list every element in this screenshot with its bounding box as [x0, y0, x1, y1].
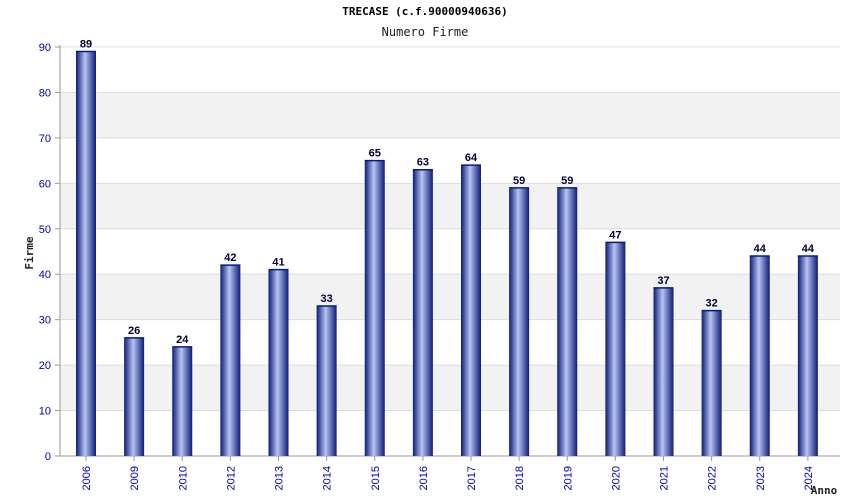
bar [172, 346, 193, 456]
y-tick-label: 70 [39, 133, 51, 145]
x-axis-label: Anno [811, 484, 838, 497]
x-tick-label: 2010 [177, 466, 189, 490]
data-label: 37 [657, 275, 669, 287]
x-tick-label: 2012 [225, 466, 237, 490]
data-label: 47 [609, 229, 621, 241]
y-axis-label: Firme [23, 236, 36, 269]
data-label: 59 [513, 175, 525, 187]
x-tick-label: 2014 [322, 466, 334, 490]
data-label: 64 [465, 152, 478, 164]
data-label: 26 [128, 325, 140, 337]
data-label: 65 [369, 148, 381, 160]
bar [461, 165, 481, 456]
x-tick-label: 2019 [562, 466, 574, 490]
x-tick-label: 2015 [370, 466, 382, 490]
y-tick-label: 50 [39, 224, 51, 236]
bar [76, 51, 96, 457]
x-tick-label: 2018 [514, 466, 526, 490]
bar [509, 187, 530, 456]
x-tick-label: 2013 [274, 466, 286, 490]
bar [557, 187, 578, 456]
x-tick-label: 2022 [707, 466, 719, 490]
x-tick-label: 2017 [466, 466, 478, 490]
data-label: 44 [802, 243, 815, 255]
x-tick-label: 2024 [803, 466, 815, 490]
x-tick-label: 2006 [81, 466, 93, 490]
y-tick-label: 40 [39, 269, 51, 281]
bar [701, 310, 722, 456]
data-label: 24 [176, 334, 189, 346]
y-tick-label: 80 [39, 87, 51, 99]
data-labels: 89 26 24 42 41 33 65 63 64 59 59 47 37 32 44 44 [80, 39, 815, 346]
y-tick-label: 30 [39, 315, 51, 327]
data-label: 89 [80, 39, 92, 51]
data-label: 44 [754, 243, 767, 255]
x-tick-label: 2016 [418, 466, 430, 490]
bar [605, 242, 626, 456]
y-tick-label: 0 [45, 451, 51, 463]
bar [220, 265, 241, 456]
bar [797, 256, 818, 456]
data-label: 59 [561, 175, 573, 187]
x-tick-label: 2021 [659, 466, 671, 490]
bar [412, 169, 433, 456]
x-tick-label: 2023 [755, 466, 767, 490]
data-label: 41 [272, 257, 284, 269]
data-label: 32 [706, 298, 718, 310]
grid-band [60, 274, 840, 320]
y-tick-label: 20 [39, 360, 51, 372]
x-tick-label: 2009 [129, 466, 141, 490]
bar [749, 256, 770, 456]
x-ticks: 2006 2009 2010 2012 2013 2014 2015 2016 2017 2018… [81, 456, 815, 490]
x-tick-label: 2020 [610, 466, 622, 490]
bar [364, 160, 385, 456]
bar [316, 306, 337, 456]
bar [653, 287, 674, 456]
bars [76, 50, 818, 457]
chart-subtitle: Numero Firme [381, 25, 469, 39]
data-label: 42 [224, 252, 236, 264]
y-tick-label: 60 [39, 178, 51, 190]
data-label: 63 [417, 157, 429, 169]
y-tick-label: 90 [39, 42, 51, 54]
bar [268, 269, 289, 456]
grid-band [60, 92, 840, 138]
chart-title: TRECASE (c.f.90000940636) [342, 5, 508, 18]
grid-band [60, 183, 840, 229]
bar [124, 337, 145, 456]
y-ticks: 0 10 20 30 40 50 60 70 80 90 [39, 42, 51, 463]
data-label: 33 [321, 293, 333, 305]
y-tick-label: 10 [39, 406, 51, 418]
